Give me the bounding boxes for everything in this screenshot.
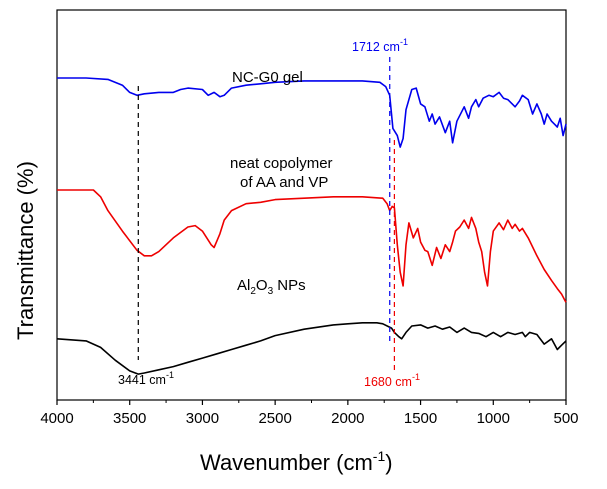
al2o3-label-sub2: 3 xyxy=(268,286,274,297)
annotation-1712: 1712 cm-1 xyxy=(352,37,408,54)
series-group xyxy=(56,77,567,375)
annotation-3441-text: 3441 cm xyxy=(118,373,166,387)
y-axis-title: Transmittance (%) xyxy=(13,161,38,340)
annotation-1680-sup: -1 xyxy=(412,372,420,382)
al2o3-label-sub1: 2 xyxy=(250,286,256,297)
x-tick-label-1500: 1500 xyxy=(404,410,437,427)
annotation-1680: 1680 cm-1 xyxy=(364,372,420,389)
al2o3-label-al: Al xyxy=(237,277,250,294)
al2o3-label-o: O xyxy=(256,277,268,294)
annotation-1712-sup: -1 xyxy=(400,37,408,47)
x-axis-title-sup: -1 xyxy=(373,448,386,464)
x-tick-label-2500: 2500 xyxy=(258,410,291,427)
x-tick-label-3000: 3000 xyxy=(186,410,219,427)
x-tick-label-500: 500 xyxy=(553,410,578,427)
guide-lines xyxy=(137,57,395,370)
x-axis-title-main: Wavenumber (cm xyxy=(200,450,373,475)
series-line-3 xyxy=(56,321,567,375)
x-tick-label-2000: 2000 xyxy=(331,410,364,427)
x-tick-label-4000: 4000 xyxy=(40,410,73,427)
x-axis-title: Wavenumber (cm-1) xyxy=(200,448,393,475)
plot-frame xyxy=(56,9,567,401)
annotation-3441-sup: -1 xyxy=(166,370,174,380)
series-label-ncg0: NC-G0 gel xyxy=(232,69,303,86)
annotation-3441: 3441 cm-1 xyxy=(118,370,174,387)
x-tick-label-3500: 3500 xyxy=(113,410,146,427)
series-label-al2o3: Al2O3 NPs xyxy=(237,277,306,297)
x-axis-title-tail: ) xyxy=(385,450,392,475)
x-tick-label-1000: 1000 xyxy=(477,410,510,427)
series-line-2 xyxy=(57,189,567,303)
annotation-1712-text: 1712 cm xyxy=(352,40,400,54)
series-label-copolymer-line2: of AA and VP xyxy=(240,174,328,191)
series-line-1 xyxy=(57,77,567,148)
annotation-1680-text: 1680 cm xyxy=(364,375,412,389)
x-axis-ticks: 4000 3500 3000 2500 2000 1500 1000 500 xyxy=(40,400,579,427)
series-label-copolymer-line1: neat copolymer xyxy=(230,155,333,172)
al2o3-label-tail: NPs xyxy=(273,277,306,294)
